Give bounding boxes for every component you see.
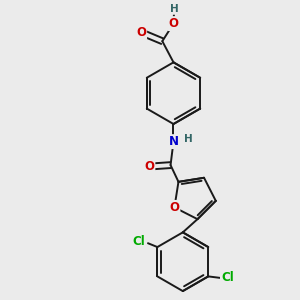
Text: N: N	[169, 135, 178, 148]
Text: Cl: Cl	[221, 272, 234, 284]
Text: H: H	[184, 134, 193, 144]
Text: O: O	[169, 201, 179, 214]
Text: O: O	[144, 160, 154, 173]
Text: O: O	[136, 26, 146, 39]
Text: Cl: Cl	[133, 235, 146, 248]
Text: H: H	[170, 4, 178, 14]
Text: O: O	[169, 17, 178, 30]
